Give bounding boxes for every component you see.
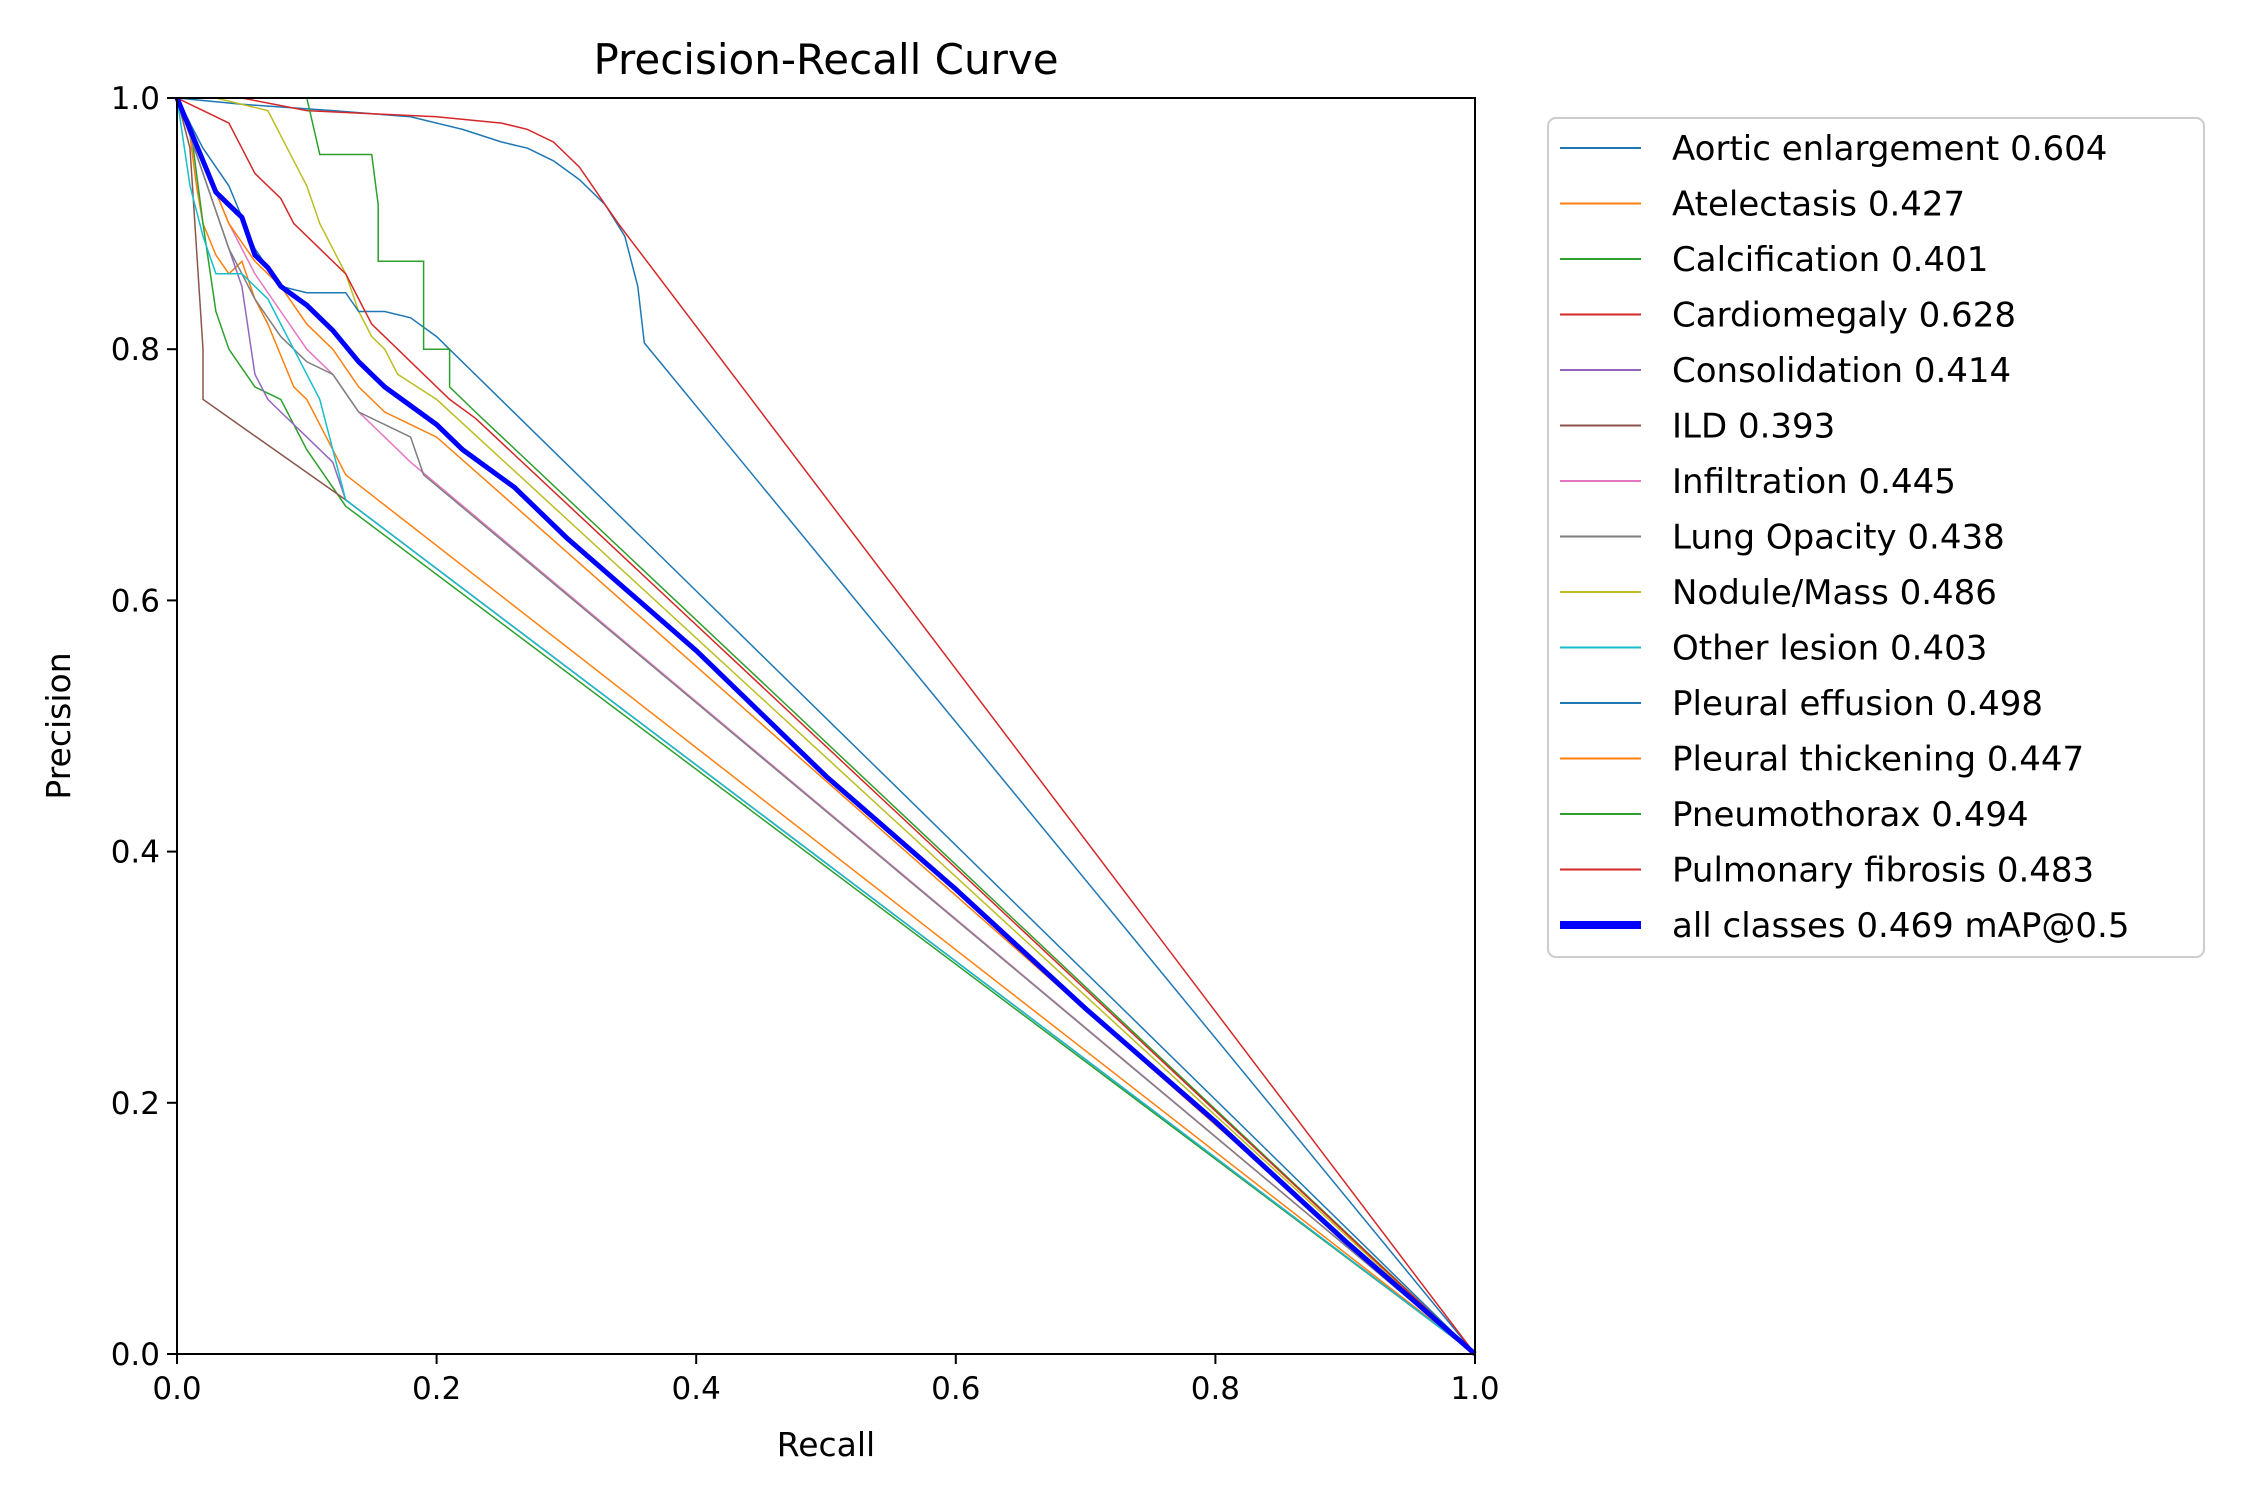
legend-entry: Pleural thickening 0.447 [1672,740,2084,780]
chart-title: Precision-Recall Curve [593,35,1058,84]
legend-entry: Pulmonary fibrosis 0.483 [1672,851,2094,891]
x-axis-label: Recall [777,1425,875,1464]
legend-entry: Infiltration 0.445 [1672,462,1956,502]
plot-background [177,98,1475,1354]
x-tick-label: 0.4 [672,1371,721,1407]
x-tick-label: 1.0 [1450,1371,1499,1407]
legend-entry: Other lesion 0.403 [1672,629,1987,669]
legend-entry: ILD 0.393 [1672,407,1835,447]
legend-entry: Lung Opacity 0.438 [1672,518,2005,558]
x-tick-label: 0.8 [1191,1371,1240,1407]
y-tick-label: 0.2 [111,1086,160,1122]
y-tick-label: 0.4 [111,835,160,871]
legend-items: Aortic enlargement 0.604 Atelectasis 0.42… [1560,129,2129,946]
plot-area [174,97,1477,1356]
series-line-12 [177,97,1476,1355]
series-line-9 [176,97,1476,1355]
legend-entry: all classes 0.469 mAP@0.5 [1672,906,2129,946]
x-axis-ticks: 0.0 0.2 0.4 0.6 0.8 1.0 [152,1354,1500,1407]
series-layer [174,97,1477,1356]
legend-entry: Pneumothorax 0.494 [1672,795,2029,835]
series-line-7 [176,97,1476,1355]
x-tick-label: 0.2 [412,1371,461,1407]
series-line-10 [176,97,1476,1355]
plot-frame [176,97,1476,1355]
legend-entry: Atelectasis 0.427 [1672,185,1965,225]
x-tick-label: 0.0 [152,1371,201,1407]
series-line-14 [174,97,1477,1356]
legend-entry: Calcification 0.401 [1672,240,1988,280]
legend-entry: Consolidation 0.414 [1672,351,2011,391]
legend: Aortic enlargement 0.604 Atelectasis 0.42… [1547,117,2205,958]
series-line-8 [177,97,1476,1355]
legend-entry: Pleural effusion 0.498 [1672,684,2043,724]
x-tick-label: 0.6 [931,1371,980,1407]
series-line-3 [177,97,1476,1355]
legend-entry: Aortic enlargement 0.604 [1672,129,2107,169]
legend-entry: Nodule/Mass 0.486 [1672,573,1997,613]
y-tick-label: 0.8 [111,332,160,368]
y-tick-label: 0.6 [111,583,160,619]
series-line-11 [176,97,1476,1355]
y-axis-ticks: 0.0 0.2 0.4 0.6 0.8 1.0 [111,81,177,1373]
series-line-13 [176,97,1476,1355]
y-tick-label: 0.0 [111,1337,160,1373]
legend-entry: Cardiomegaly 0.628 [1672,296,2016,336]
legend-frame [1547,117,2205,958]
y-axis-label: Precision [39,652,78,799]
y-tick-label: 1.0 [111,81,160,117]
